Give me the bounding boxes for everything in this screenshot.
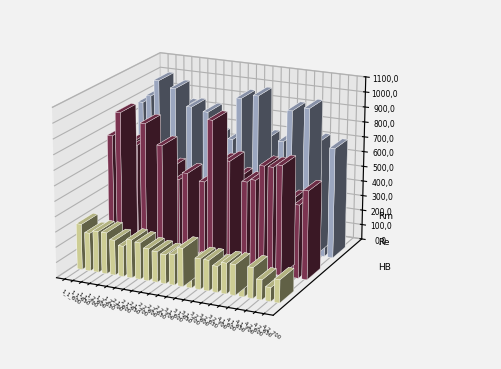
Text: HB: HB (378, 263, 390, 272)
Text: Rm: Rm (378, 213, 392, 221)
Text: Re: Re (378, 238, 389, 247)
